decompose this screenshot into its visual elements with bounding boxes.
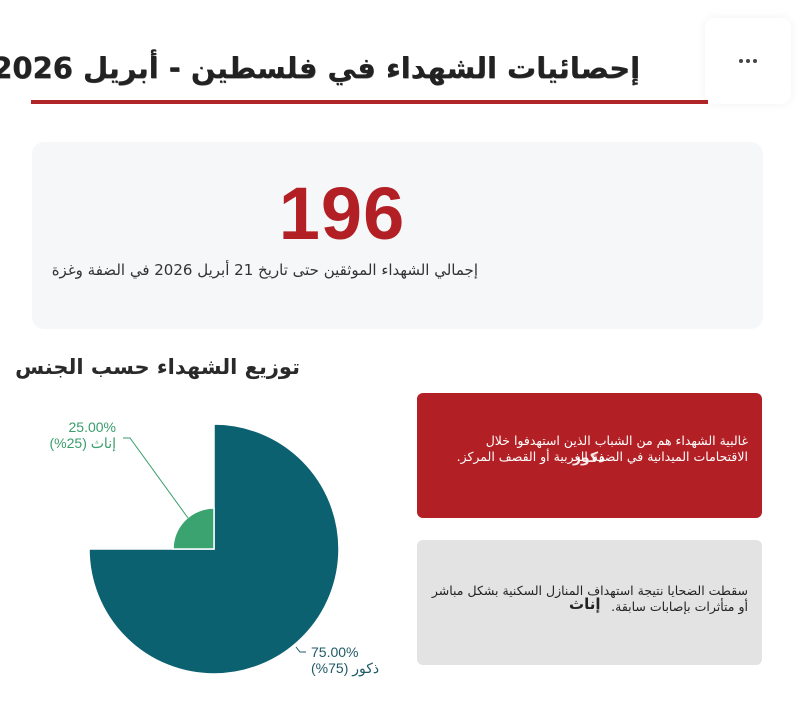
female-info-card: سقطت الضحايا نتيجة استهداف المنازل السكن…: [417, 540, 762, 665]
male-leader-line: [295, 646, 306, 653]
pie-svg: [88, 423, 340, 675]
pie-slice-male[interactable]: [88, 423, 340, 675]
male-info-label: ذكور: [573, 450, 606, 466]
female-slice-label: 25.00% إناث (25%): [40, 419, 117, 451]
total-caption: إجمالي الشهداء الموثقين حتى تاريخ 21 أبر…: [51, 261, 478, 279]
more-options-button[interactable]: [705, 18, 791, 104]
male-pct: 75.00%: [311, 644, 359, 660]
total-stat-card: 196 إجمالي الشهداء الموثقين حتى تاريخ 21…: [32, 142, 763, 329]
gender-section-title: توزيع الشهداء حسب الجنس: [15, 355, 300, 379]
gender-pie-chart: 25.00% إناث (25%) 75.00% ذكور (75%): [0, 390, 400, 710]
female-name: إناث (25%): [49, 435, 117, 451]
page-title: إحصائيات الشهداء في فلسطين - أبريل 2026: [0, 51, 640, 85]
pie-slice-female[interactable]: [172, 507, 215, 550]
female-pct: 25.00%: [68, 419, 116, 435]
female-info-label: إناث: [569, 595, 601, 613]
male-info-card: غالبية الشهداء هم من الشباب الذين استهدف…: [417, 393, 762, 518]
total-count: 196: [278, 172, 406, 255]
female-info-text: سقطت الضحايا نتيجة استهداف المنازل السكن…: [431, 583, 748, 614]
male-slice-label: 75.00% ذكور (75%): [311, 644, 379, 676]
male-info-text: غالبية الشهداء هم من الشباب الذين استهدف…: [456, 433, 748, 464]
more-horizontal-icon: [739, 59, 757, 63]
male-name: ذكور (75%): [311, 660, 380, 676]
female-leader-line: [123, 437, 189, 519]
title-underline: [31, 100, 708, 104]
